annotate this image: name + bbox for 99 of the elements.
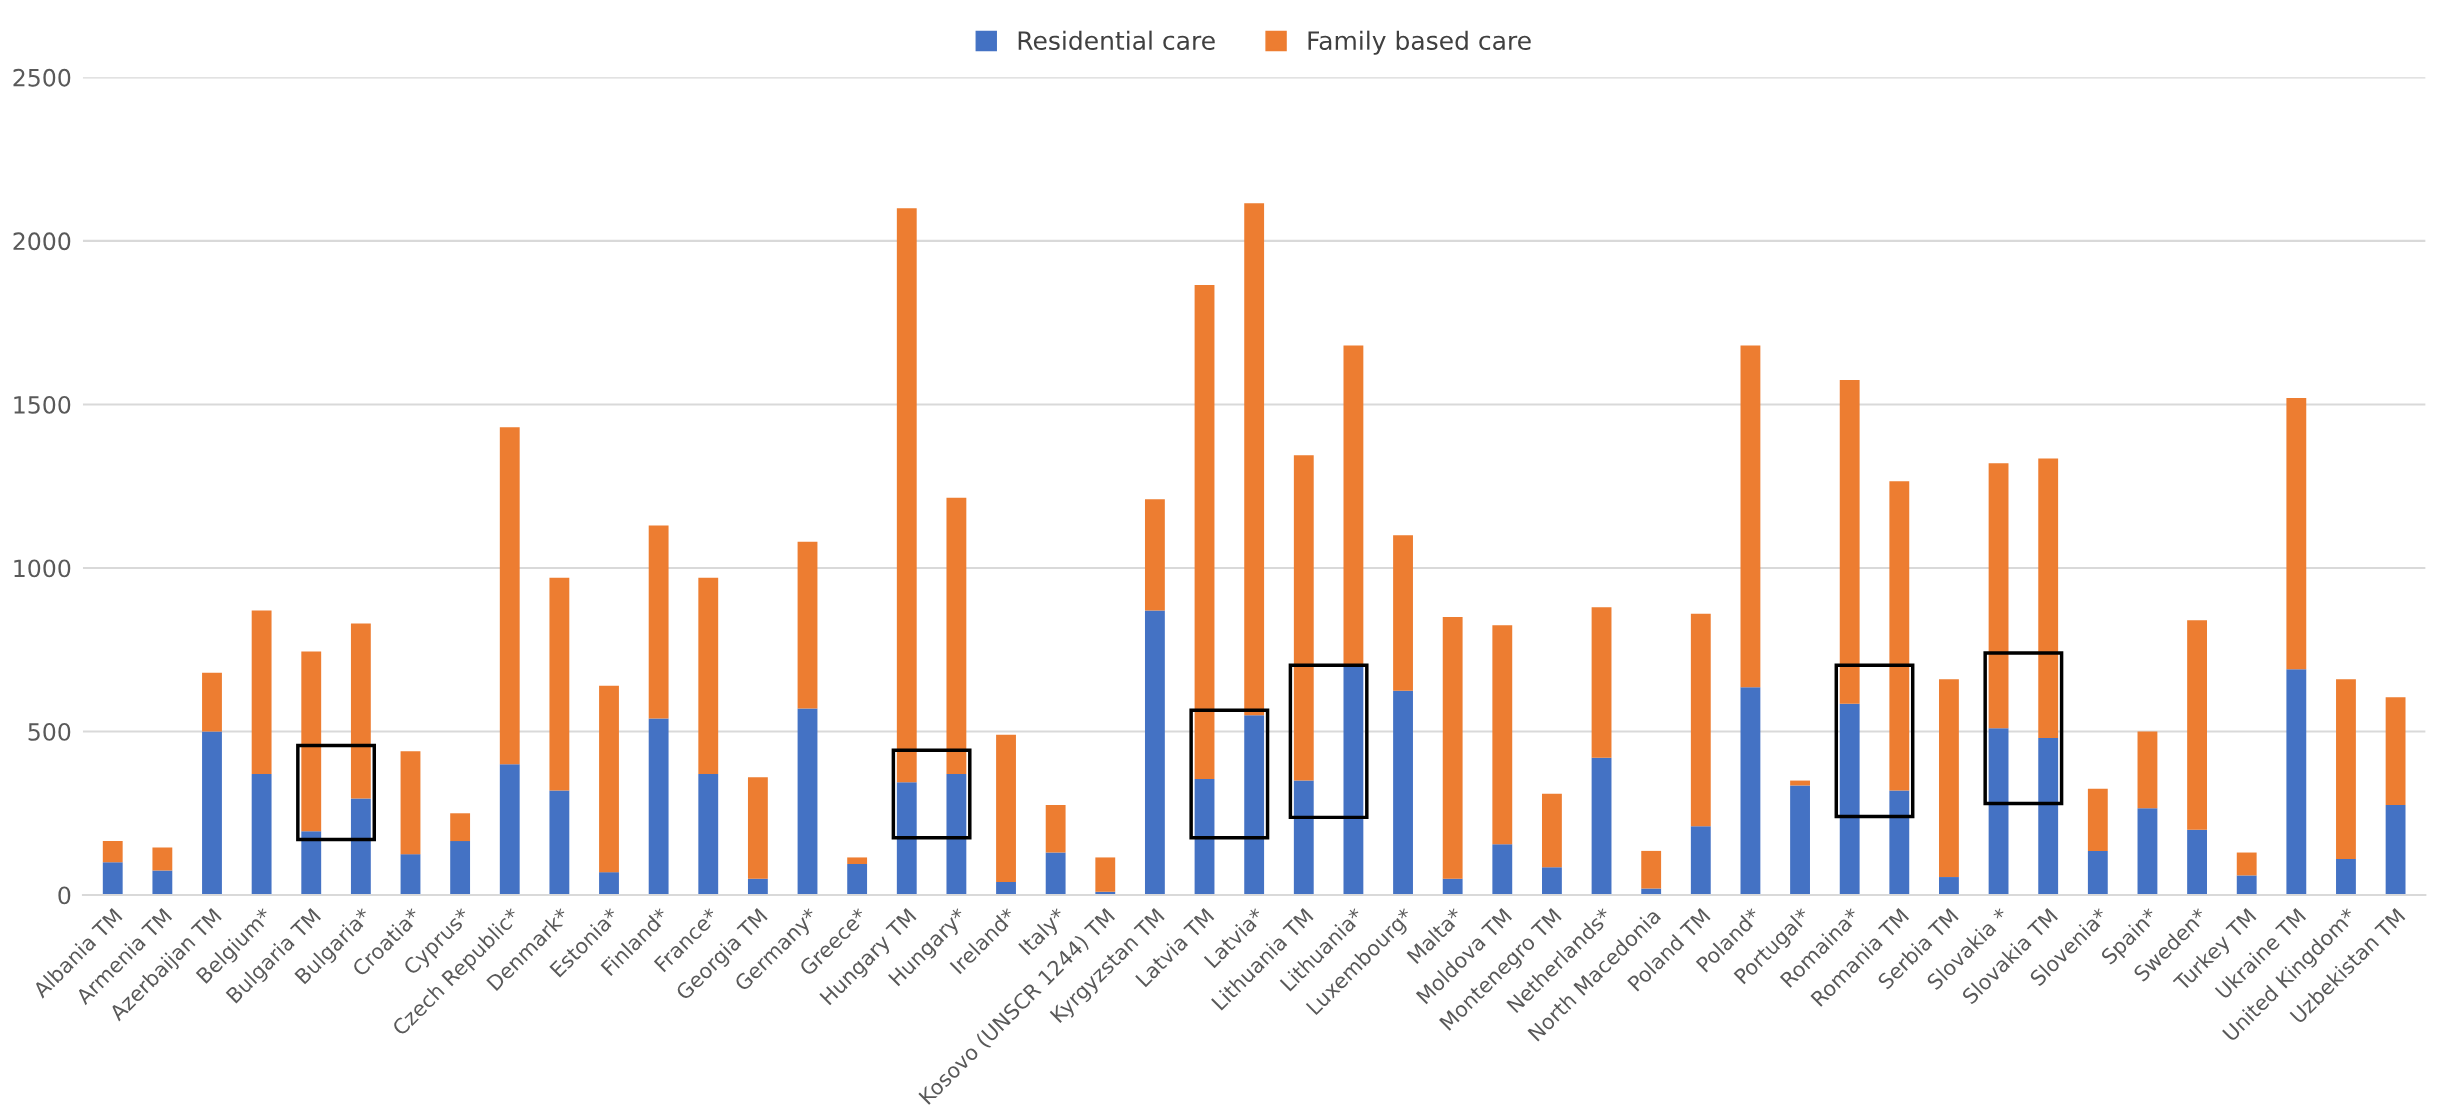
bar <box>1293 780 1314 896</box>
bar <box>847 857 868 864</box>
bar <box>648 525 669 719</box>
bar <box>152 847 173 871</box>
bar <box>797 541 818 709</box>
bar <box>1591 607 1612 758</box>
bar <box>102 841 123 863</box>
bar <box>1492 625 1513 845</box>
bar <box>1690 613 1711 827</box>
bar <box>1194 285 1215 779</box>
bar <box>1889 481 1910 791</box>
bar <box>1839 703 1860 896</box>
bar <box>1244 203 1265 716</box>
bar <box>1591 757 1612 896</box>
bar <box>202 731 222 896</box>
bar <box>2236 852 2257 876</box>
bar <box>1542 793 1562 868</box>
bar <box>350 623 371 799</box>
bar <box>499 427 520 765</box>
bar <box>2038 458 2059 739</box>
bar <box>747 878 768 896</box>
bar <box>2286 669 2307 896</box>
bar <box>1144 499 1165 611</box>
bar <box>1542 867 1562 896</box>
bar <box>350 798 371 896</box>
bar <box>1690 826 1711 896</box>
bar <box>747 777 768 879</box>
bar <box>1144 610 1165 896</box>
legend-label: Residential care <box>1018 30 1215 51</box>
bar <box>400 854 421 896</box>
bar <box>2087 788 2108 851</box>
bar <box>1244 715 1265 896</box>
bar <box>1393 535 1413 691</box>
bar <box>2187 829 2207 896</box>
bar <box>2187 620 2207 830</box>
bar <box>896 782 917 896</box>
bar <box>2336 679 2356 860</box>
bar <box>400 751 421 855</box>
bar <box>1790 785 1810 896</box>
bar <box>896 208 917 783</box>
bar <box>1988 463 2009 729</box>
bar <box>1889 790 1910 896</box>
bar <box>1045 852 1066 896</box>
y-tick-label: 2000 <box>13 232 71 251</box>
bar <box>1194 778 1215 896</box>
bar <box>648 718 669 896</box>
bar <box>2236 875 2257 896</box>
legend-label: Family based care <box>1308 30 1531 55</box>
y-tick-label: 1500 <box>14 395 71 414</box>
bar <box>847 863 868 896</box>
bar <box>1095 857 1116 892</box>
bar <box>1343 666 1364 896</box>
bar <box>599 872 619 896</box>
bar <box>2137 808 2158 896</box>
bar <box>152 870 173 896</box>
bar <box>2087 850 2108 896</box>
bar <box>251 774 272 896</box>
bar <box>1740 345 1761 688</box>
bar <box>1442 617 1463 879</box>
bar <box>1988 728 2009 896</box>
bar <box>2286 397 2307 670</box>
bar <box>797 708 818 896</box>
bar <box>1641 850 1662 889</box>
bar <box>2385 697 2406 806</box>
bar <box>2336 859 2356 896</box>
bar <box>1343 345 1364 667</box>
bar <box>301 831 322 896</box>
bar <box>549 577 570 791</box>
y-tick-label: 500 <box>28 722 71 741</box>
bar <box>450 841 471 896</box>
bar <box>698 577 719 775</box>
bar <box>1045 805 1066 853</box>
y-tick-label: 2500 <box>13 68 71 87</box>
bar <box>1939 679 1959 878</box>
bar <box>202 672 222 732</box>
bar <box>996 734 1016 882</box>
bar <box>1393 690 1413 896</box>
bar <box>1492 844 1513 896</box>
bar <box>301 651 322 832</box>
bar <box>946 774 967 896</box>
bar <box>599 685 619 873</box>
y-tick-label: 0 <box>58 886 71 905</box>
bar <box>2038 738 2059 896</box>
bar <box>251 610 272 775</box>
bar <box>2137 731 2158 809</box>
bar <box>2385 805 2406 896</box>
bar <box>450 813 471 842</box>
bar <box>1293 455 1314 781</box>
y-tick-label: 1000 <box>14 559 71 578</box>
bar <box>1939 877 1959 896</box>
bar <box>102 862 123 896</box>
bar <box>698 774 719 896</box>
bar <box>1839 379 1860 704</box>
bar <box>996 881 1016 896</box>
bar <box>1442 878 1463 896</box>
bar <box>946 497 967 775</box>
bar <box>1740 687 1761 896</box>
bar <box>499 764 520 896</box>
bar <box>549 790 570 896</box>
